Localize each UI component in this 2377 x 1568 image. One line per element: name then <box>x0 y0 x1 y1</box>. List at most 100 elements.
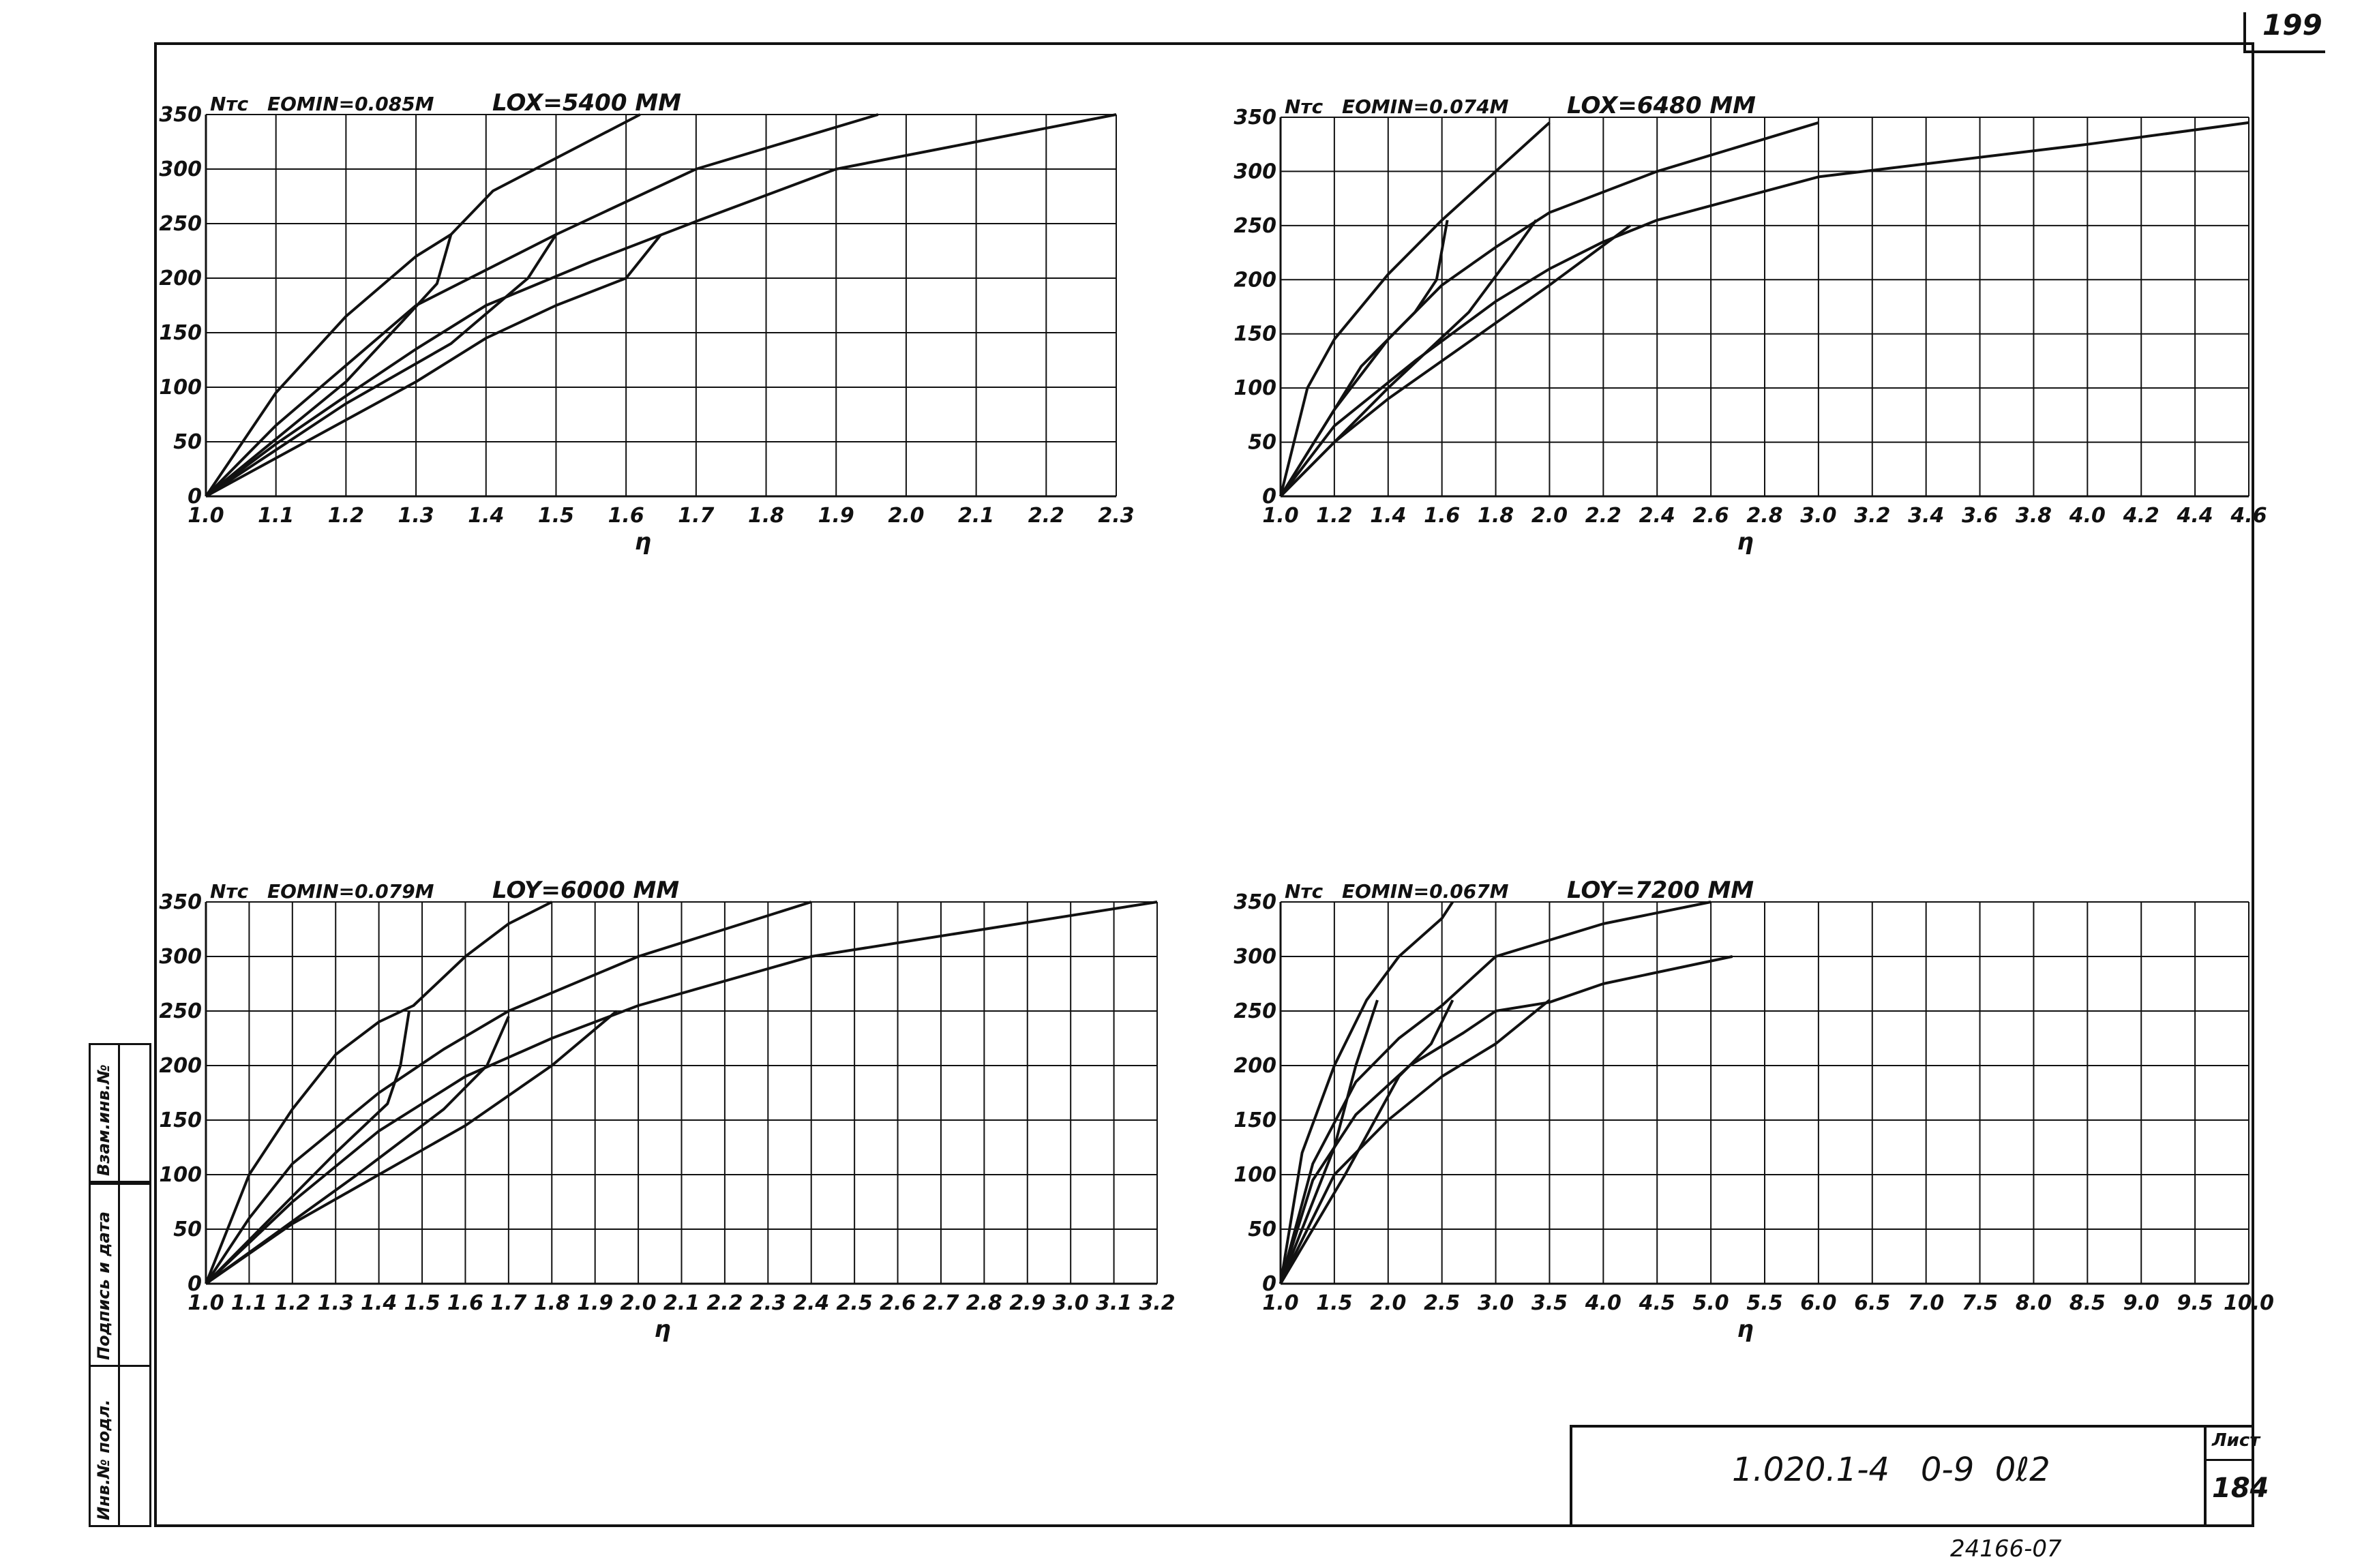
x-tick-label: 1.2 <box>328 504 364 528</box>
series-line-3 <box>205 901 1158 1285</box>
length-label: LOY=6000 MM <box>492 877 679 904</box>
title-block-hdivider <box>2204 1459 2254 1461</box>
doc-code: 1.020.1-4 0-9 0ℓ2 <box>1732 1451 2050 1489</box>
y-tick-label: 300 <box>1234 160 1276 183</box>
x-tick-label: 4.5 <box>1639 1291 1675 1315</box>
chart-4: 1.0 1.5 2.0 2.5 3.0 3.5 4.0 4.5 5.0 5.5 6.0 6.5 7.0 7… <box>1234 877 2274 1343</box>
side-label-replacement: Взам.инв.№ <box>94 1064 113 1176</box>
x-tick-label: 2.0 <box>888 504 924 528</box>
series-line-1 <box>205 901 553 1284</box>
series-line-2 <box>1279 121 1819 498</box>
x-tick-label: 4.4 <box>2177 504 2213 528</box>
y-tick-label: 0 <box>188 485 202 509</box>
e0min-label: EOMIN=0.085M <box>267 93 434 115</box>
y-tick-label: 350 <box>159 890 202 914</box>
y-tick-label: 200 <box>1234 1054 1276 1078</box>
x-tick-label: 2.0 <box>1370 1291 1406 1315</box>
x-tick-label: 2.6 <box>1693 504 1729 528</box>
series-line-3 <box>1279 955 1733 1284</box>
x-tick-label: 3.2 <box>1854 504 1890 528</box>
x-tick-label: 1.0 <box>1262 504 1298 528</box>
x-tick-label: 2.1 <box>663 1291 700 1315</box>
x-tick-label: 2.0 <box>621 1291 657 1315</box>
x-tick-label: 1.0 <box>188 504 224 528</box>
x-tick-label: 1.9 <box>818 504 854 528</box>
x-tick-label: 3.0 <box>1478 1291 1514 1315</box>
x-tick-label: 1.3 <box>318 1291 354 1315</box>
series-line-6 <box>205 1016 510 1285</box>
x-axis-label: η <box>654 1316 670 1343</box>
y-tick-label: 50 <box>1248 1218 1276 1241</box>
y-tick-label: 100 <box>1234 376 1276 400</box>
chart-3: 1.0 1.1 1.2 1.3 1.4 1.5 1.6 1.7 1.8 1.9 2.0 2.1 2.2 2… <box>159 877 1175 1343</box>
x-tick-label: 2.2 <box>1585 504 1621 528</box>
x-tick-label: 3.6 <box>1962 504 1998 528</box>
y-unit-label: Nтс <box>210 93 249 115</box>
page-number: 199 <box>2262 8 2322 42</box>
series-line-5 <box>205 234 453 498</box>
x-tick-label: 6.0 <box>1800 1291 1836 1315</box>
x-tick-label: 2.0 <box>1531 504 1568 528</box>
x-tick-label: 2.4 <box>1639 504 1675 528</box>
y-unit-label: Nтс <box>210 880 249 903</box>
x-tick-label: 9.0 <box>2123 1291 2159 1315</box>
y-tick-label: 0 <box>1262 485 1276 509</box>
series-line-6 <box>205 233 558 498</box>
x-tick-label: 2.3 <box>750 1291 786 1315</box>
inventory-stamp: 24166-07 <box>1950 1535 2062 1563</box>
series-line-3 <box>205 113 1117 498</box>
y-tick-label: 300 <box>159 157 202 181</box>
chart-2: 1.0 1.2 1.4 1.6 1.8 2.0 2.2 2.4 2.6 2.8 3.0 3.2 3.4 3… <box>1234 92 2267 556</box>
x-tick-label: 1.0 <box>188 1291 224 1315</box>
y-tick-label: 150 <box>159 321 202 345</box>
x-tick-label: 4.0 <box>1585 1291 1621 1315</box>
y-unit-label: Nтс <box>1285 880 1324 903</box>
x-tick-label: 5.0 <box>1693 1291 1729 1315</box>
y-tick-label: 200 <box>159 1054 202 1078</box>
series-line-4 <box>1279 999 1551 1284</box>
x-tick-label: 1.9 <box>577 1291 613 1315</box>
y-tick-label: 50 <box>173 430 202 454</box>
sheet-label: Лист <box>2212 1430 2260 1451</box>
title-block <box>1570 1425 2254 1527</box>
x-tick-label: 2.6 <box>880 1291 916 1315</box>
x-tick-label: 2.7 <box>923 1291 959 1315</box>
y-tick-label: 50 <box>1248 431 1276 455</box>
series-line-4 <box>205 1010 618 1285</box>
side-label-inventory: Инв.№ подл. <box>94 1399 113 1520</box>
x-tick-label: 3.1 <box>1096 1291 1132 1315</box>
x-tick-label: 1.0 <box>1262 1291 1298 1315</box>
series-line-1 <box>1279 121 1551 497</box>
x-axis-label: η <box>1737 1316 1753 1343</box>
x-tick-label: 1.1 <box>231 1291 267 1315</box>
y-tick-label: 150 <box>1234 322 1276 346</box>
x-tick-label: 1.5 <box>1316 1291 1352 1315</box>
y-tick-label: 250 <box>159 212 202 236</box>
length-label: LOX=6480 MM <box>1567 92 1756 119</box>
y-tick-label: 300 <box>1234 945 1276 969</box>
x-tick-label: 1.6 <box>608 504 644 528</box>
side-cell-sep2 <box>89 1183 151 1367</box>
x-tick-label: 1.8 <box>1478 504 1514 528</box>
chart-1: 1.0 1.1 1.2 1.3 1.4 1.5 1.6 1.7 1.8 1.9 2.0 2.1 2.2 2… <box>159 89 1134 556</box>
x-tick-label: 1.5 <box>404 1291 440 1315</box>
x-tick-label: 1.4 <box>468 504 504 528</box>
y-tick-label: 100 <box>159 376 202 399</box>
series-line-6 <box>1279 219 1538 498</box>
series-line-4 <box>1279 224 1631 498</box>
series-line-2 <box>205 901 812 1285</box>
x-tick-label: 6.5 <box>1854 1291 1890 1315</box>
series-line-1 <box>1279 901 1454 1284</box>
drawing-frame <box>154 42 2254 1527</box>
y-tick-label: 200 <box>1234 268 1276 292</box>
series-line-1 <box>205 113 641 498</box>
series-line-2 <box>205 113 879 498</box>
x-tick-label: 1.2 <box>1316 504 1352 528</box>
y-tick-label: 250 <box>159 999 202 1023</box>
x-tick-label: 3.5 <box>1531 1291 1568 1315</box>
y-tick-label: 200 <box>159 267 202 290</box>
y-unit-label: Nтс <box>1285 95 1324 118</box>
page-number-tick <box>2243 12 2246 50</box>
x-tick-label: 4.2 <box>2123 504 2159 528</box>
x-tick-label: 4.0 <box>2069 504 2106 528</box>
